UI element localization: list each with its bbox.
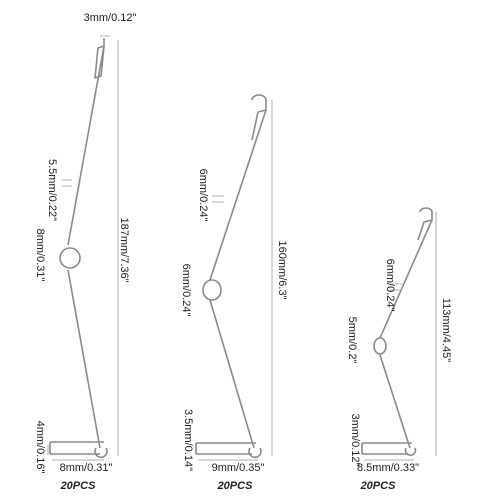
dimension-label: 4mm/0.16" bbox=[34, 421, 46, 474]
dimension-label: 3.5mm/0.14" bbox=[182, 409, 194, 471]
dimension-label: 5mm/0.2" bbox=[346, 317, 358, 364]
spring bbox=[47, 35, 119, 461]
quantity-label: 20PCS bbox=[217, 480, 254, 492]
dimension-label: 3mm/0.12" bbox=[349, 414, 361, 467]
dimension-label: 8mm/0.31" bbox=[60, 462, 113, 474]
spring bbox=[195, 94, 273, 461]
dimension-label: 160mm/6.3" bbox=[276, 241, 288, 300]
dimension-label: 6mm/0.24" bbox=[384, 259, 396, 312]
dimension-label: 8.5mm/0.33" bbox=[357, 462, 419, 474]
spring bbox=[361, 207, 437, 461]
dimension-label: 6mm/0.24" bbox=[197, 169, 209, 222]
quantity-label: 20PCS bbox=[60, 480, 97, 492]
dimension-label: 9mm/0.35" bbox=[212, 462, 265, 474]
dimension-label: 8mm/0.31" bbox=[34, 229, 46, 282]
dimension-label: 6mm/0.24" bbox=[180, 264, 192, 317]
dimension-label: 113mm/4.45" bbox=[440, 298, 452, 362]
dimension-label: 3mm/0.12" bbox=[84, 12, 137, 24]
dimension-label: 187mm/7.36" bbox=[118, 217, 130, 282]
quantity-label: 20PCS bbox=[360, 480, 397, 492]
dimension-label: 5.5mm/0.22" bbox=[46, 159, 58, 221]
